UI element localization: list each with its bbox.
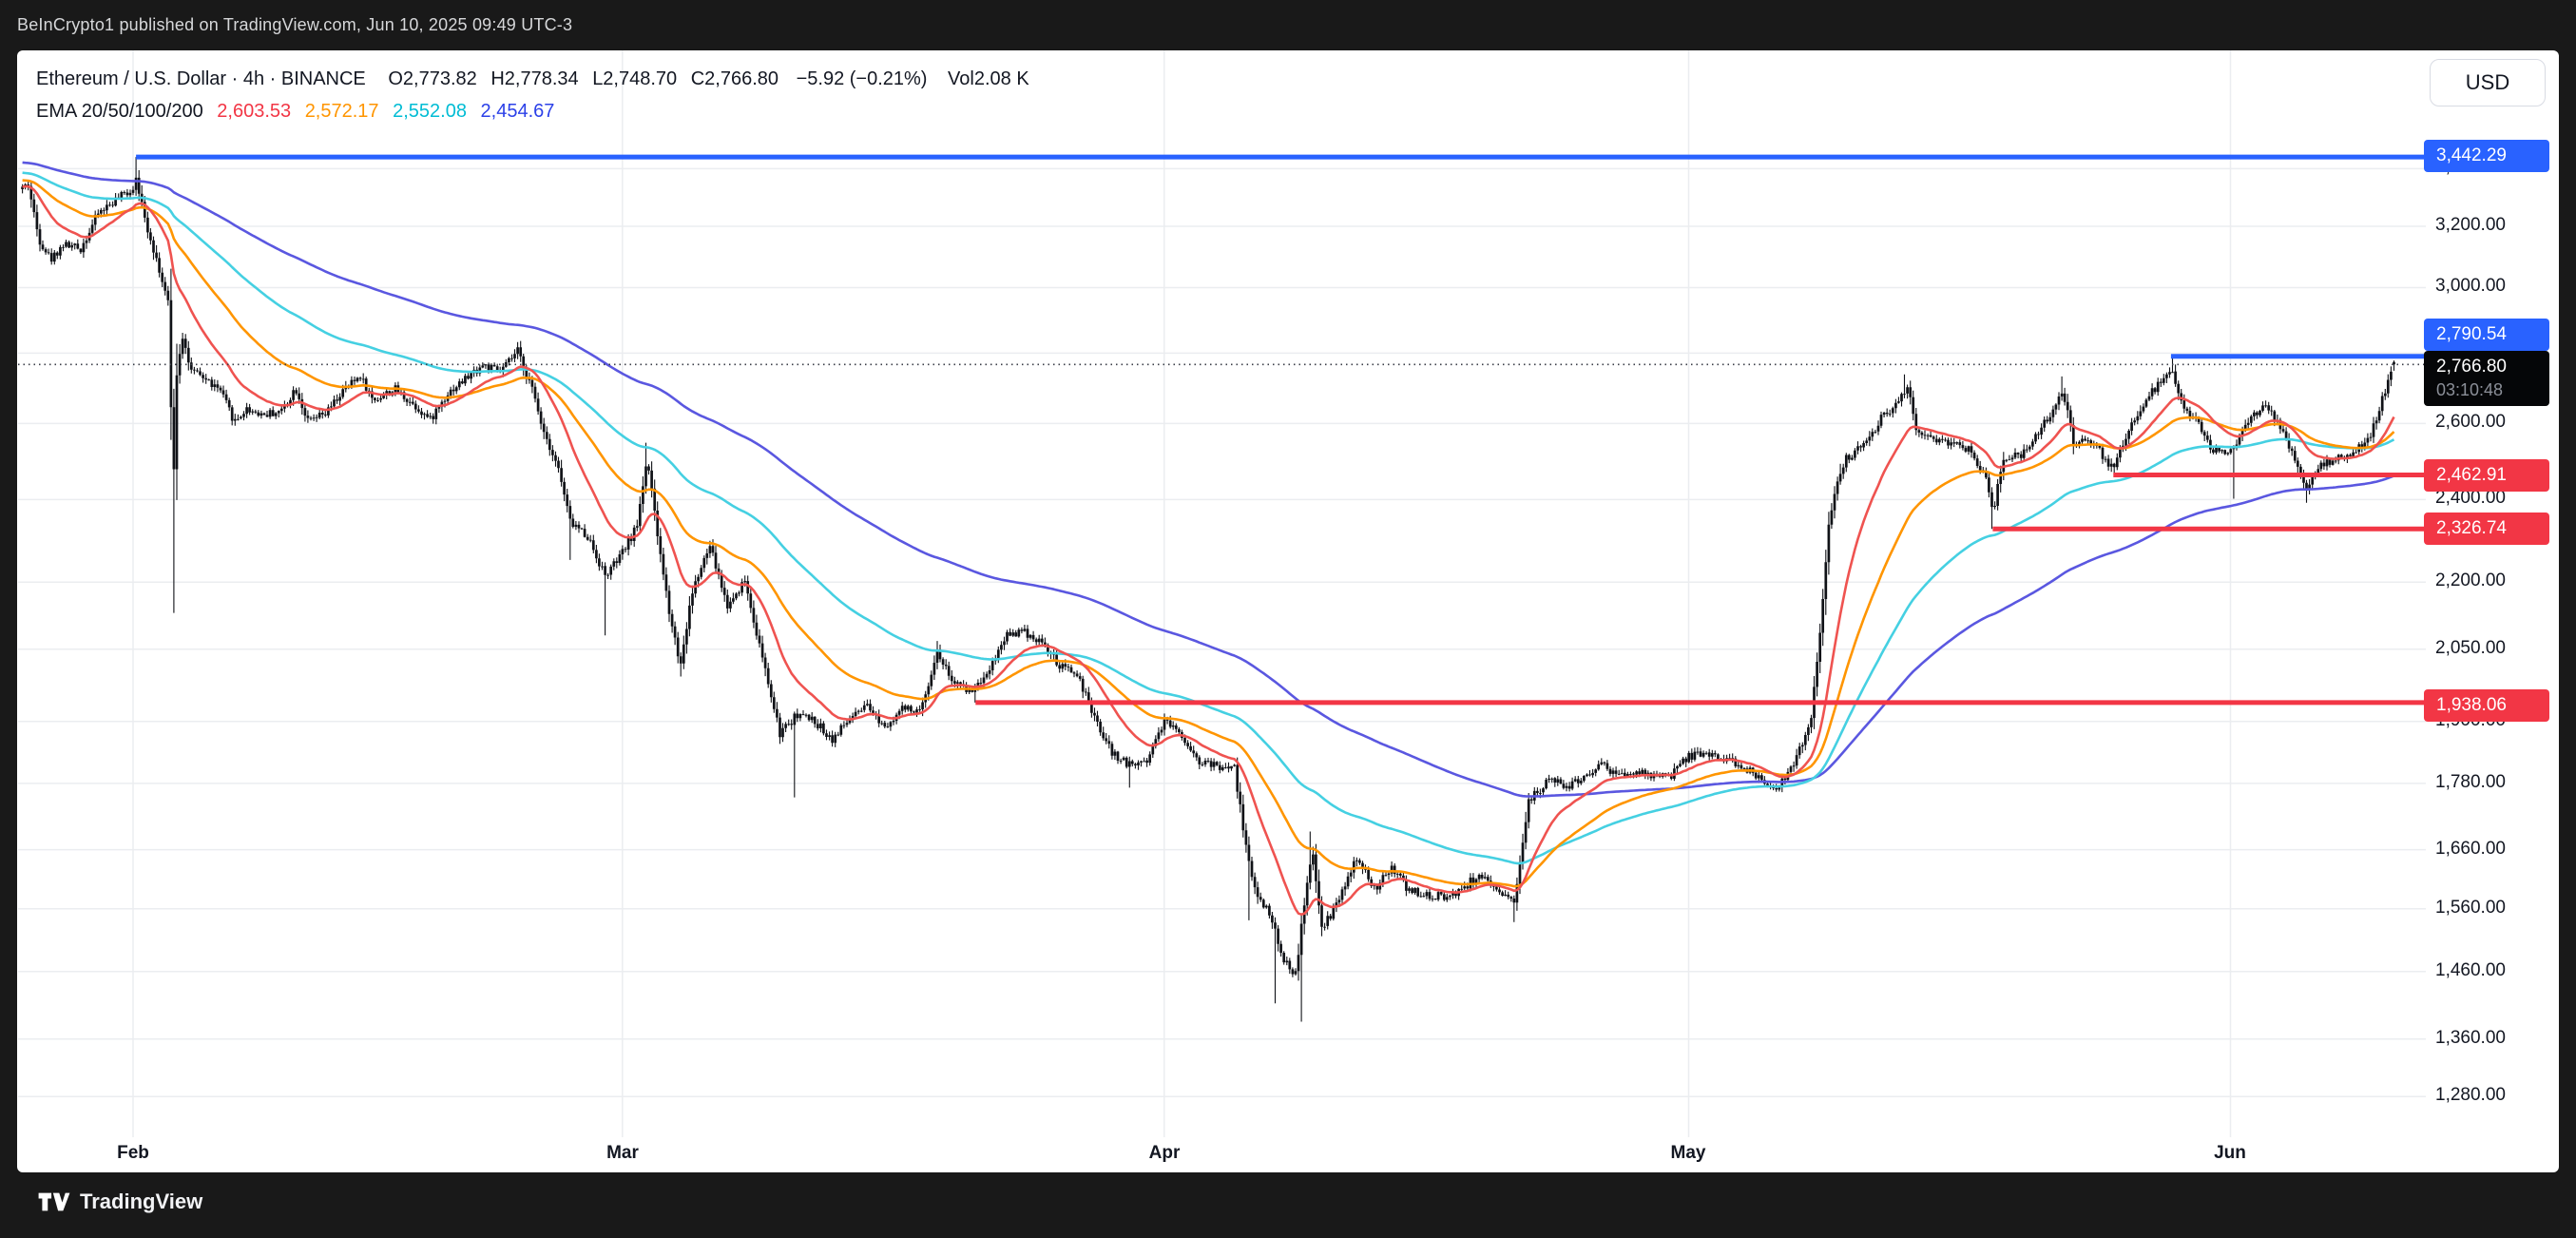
- ohlc-high: H2,778.34: [490, 68, 579, 89]
- ema200-value: 2,454.67: [480, 101, 555, 122]
- volume-value: Vol2.08 K: [948, 68, 1029, 89]
- ohlc-open: O2,773.82: [388, 68, 477, 89]
- ema20-value: 2,603.53: [217, 101, 292, 122]
- symbol-header-row: Ethereum / U.S. Dollar · 4h · BINANCE O2…: [36, 68, 1038, 90]
- candle-bodies: [21, 177, 2395, 975]
- ema-indicator-row: EMA 20/50/100/200 2,603.53 2,572.17 2,55…: [36, 101, 563, 123]
- published-attribution-text: BeInCrypto1 published on TradingView.com…: [17, 15, 573, 34]
- tradingview-brand-text: TradingView: [80, 1190, 203, 1213]
- currency-toggle-button[interactable]: USD: [2430, 59, 2546, 106]
- ohlc-close: C2,766.80: [690, 68, 779, 89]
- ema20-line: [22, 184, 2395, 917]
- ema100-value: 2,552.08: [393, 101, 467, 122]
- tradingview-logo-icon: [38, 1192, 70, 1211]
- chart-pane[interactable]: [17, 50, 2559, 1172]
- ema100-line: [22, 171, 2395, 865]
- ema50-line: [22, 179, 2395, 888]
- symbol-title[interactable]: Ethereum / U.S. Dollar · 4h · BINANCE: [36, 68, 366, 89]
- price-change: −5.92 (−0.21%): [796, 68, 928, 89]
- ema50-value: 2,572.17: [304, 101, 379, 122]
- ohlc-low: L2,748.70: [592, 68, 678, 89]
- ema-indicator-label[interactable]: EMA 20/50/100/200: [36, 101, 203, 122]
- ema200-line: [22, 161, 2395, 798]
